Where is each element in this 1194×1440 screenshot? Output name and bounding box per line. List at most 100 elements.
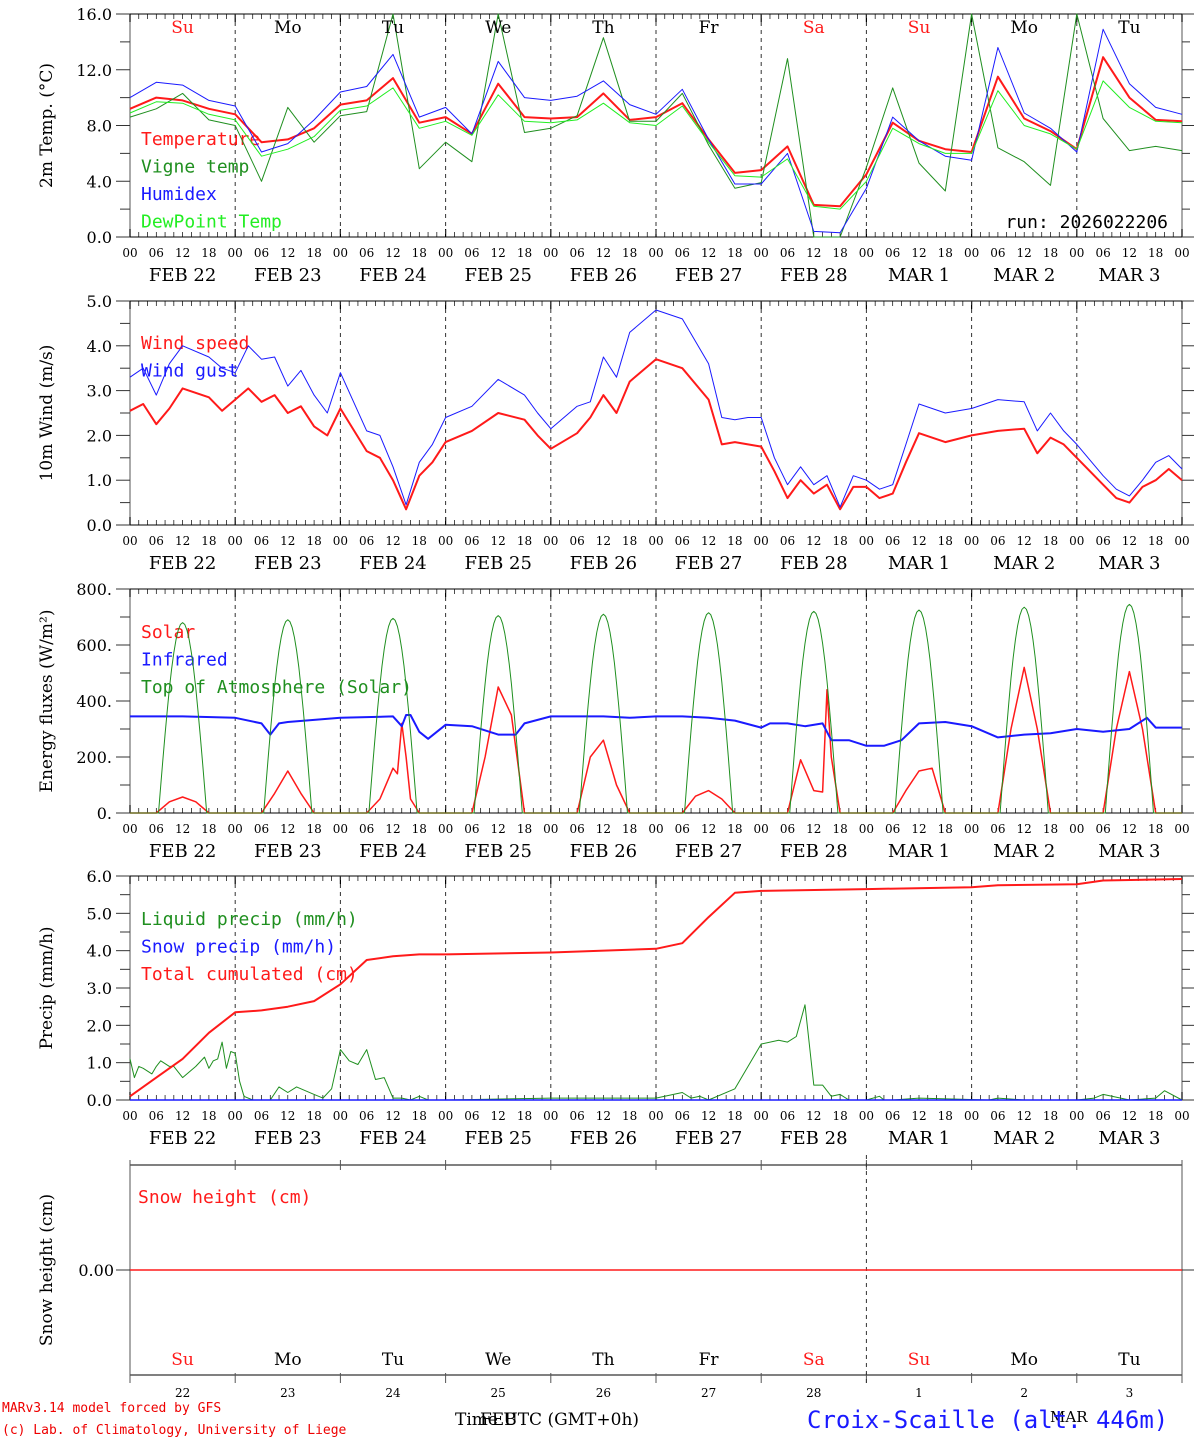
hour-tick-label: 12 xyxy=(280,534,295,548)
day-of-week-label: Sa xyxy=(803,1350,825,1370)
hour-tick-label: 18 xyxy=(727,1109,742,1123)
date-label: FEB 22 xyxy=(149,841,216,862)
legend-entry: Humidex xyxy=(141,184,217,205)
y-tick-label: 400. xyxy=(76,692,112,711)
panel-temp: 00 06 12 18 FEB 22 00 06 12 18 FEB 23 00 06 12 18 FEB … xyxy=(37,5,1194,286)
hour-tick-label: 00 xyxy=(859,246,874,260)
hour-tick-label: 12 xyxy=(806,1109,821,1123)
day-of-week-label: Mo xyxy=(1010,1350,1038,1370)
day-of-week-label: Su xyxy=(171,1350,194,1370)
hour-tick-label: 00 xyxy=(122,534,137,548)
day-number-label: 28 xyxy=(806,1386,821,1400)
series-line-total-cumulated-cm- xyxy=(129,878,1183,1098)
hour-tick-label: 18 xyxy=(306,1109,321,1123)
hour-tick-label: 18 xyxy=(832,534,847,548)
day-number-label: 23 xyxy=(280,1386,295,1400)
hour-tick-label: 06 xyxy=(149,1109,164,1123)
hour-tick-label: 18 xyxy=(1043,246,1058,260)
hour-tick-label: 06 xyxy=(885,534,900,548)
day-of-week-label: Tu xyxy=(382,1350,404,1370)
hour-tick-label: 06 xyxy=(780,1109,795,1123)
hour-tick-label: 12 xyxy=(806,822,821,836)
hour-tick-label: 00 xyxy=(438,534,453,548)
hour-tick-label: 18 xyxy=(517,1109,532,1123)
date-label: FEB 24 xyxy=(359,553,426,574)
legend-entry: Total cumulated (cm) xyxy=(141,964,358,985)
hour-tick-label: 12 xyxy=(701,1109,716,1123)
date-label: FEB 26 xyxy=(570,1128,637,1149)
y-tick-label: 3.0 xyxy=(87,382,112,401)
hour-tick-label: 18 xyxy=(412,246,427,260)
hour-tick-label: 12 xyxy=(491,534,506,548)
hour-tick-label: 00 xyxy=(1069,1109,1084,1123)
series-line-infrared xyxy=(130,714,1182,747)
hour-tick-label: 12 xyxy=(280,246,295,260)
legend-entry: Infrared xyxy=(141,650,228,671)
date-label: FEB 25 xyxy=(464,1128,531,1149)
hour-tick-label: 00 xyxy=(859,822,874,836)
date-label: FEB 24 xyxy=(359,1128,426,1149)
y-tick-label: 4.0 xyxy=(87,337,112,356)
hour-tick-label: 06 xyxy=(885,246,900,260)
hour-tick-label: 00 xyxy=(1069,534,1084,548)
hour-tick-label: 00 xyxy=(228,534,243,548)
y-tick-label: 0.0 xyxy=(87,1091,112,1110)
date-label: FEB 25 xyxy=(464,841,531,862)
day-of-week-label: Tu xyxy=(382,18,404,38)
hour-tick-label: 00 xyxy=(543,246,558,260)
hour-tick-label: 18 xyxy=(201,822,216,836)
hour-tick-label: 06 xyxy=(254,822,269,836)
date-label: MAR 1 xyxy=(888,553,950,574)
day-number-label: 25 xyxy=(491,1386,506,1400)
y-tick-label: 0.0 xyxy=(87,516,112,535)
series-line-vigne-temp xyxy=(129,13,1183,238)
date-label: FEB 23 xyxy=(254,553,321,574)
hour-tick-label: 00 xyxy=(754,534,769,548)
hour-tick-label: 18 xyxy=(727,534,742,548)
date-label: MAR 3 xyxy=(1098,265,1160,286)
hour-tick-label: 12 xyxy=(280,1109,295,1123)
hour-tick-label: 12 xyxy=(1122,534,1137,548)
hour-tick-label: 06 xyxy=(990,1109,1005,1123)
day-of-week-label: Mo xyxy=(1010,18,1038,38)
hour-tick-label: 06 xyxy=(885,1109,900,1123)
hour-tick-label: 12 xyxy=(1017,822,1032,836)
y-tick-label: 4.0 xyxy=(87,172,112,191)
hour-tick-label: 00 xyxy=(859,534,874,548)
hour-tick-label: 00 xyxy=(648,246,663,260)
y-tick-label: 0. xyxy=(97,804,112,823)
hour-tick-label: 06 xyxy=(780,534,795,548)
hour-tick-label: 18 xyxy=(517,534,532,548)
hour-tick-label: 00 xyxy=(648,1109,663,1123)
hour-tick-label: 12 xyxy=(1122,246,1137,260)
panel-energy: 00 06 12 18 FEB 22 00 06 12 18 FEB 23 00 06 12 18 FEB … xyxy=(37,580,1194,862)
hour-tick-label: 00 xyxy=(1174,822,1189,836)
legend-entry: Vigne temp xyxy=(141,157,249,178)
hour-tick-label: 06 xyxy=(780,822,795,836)
day-number-label: 27 xyxy=(701,1386,716,1400)
hour-tick-label: 18 xyxy=(201,534,216,548)
hour-tick-label: 18 xyxy=(517,822,532,836)
hour-tick-label: 12 xyxy=(175,1109,190,1123)
y-tick-label: 2.0 xyxy=(87,426,112,445)
hour-tick-label: 18 xyxy=(938,246,953,260)
y-tick-label: 0.00 xyxy=(78,1261,114,1280)
hour-tick-label: 18 xyxy=(1148,534,1163,548)
y-tick-label: 1.0 xyxy=(87,471,112,490)
date-label: FEB 28 xyxy=(780,553,847,574)
y-tick-label: 5.0 xyxy=(87,904,112,923)
day-of-week-label: We xyxy=(485,1350,511,1370)
hour-tick-label: 18 xyxy=(201,1109,216,1123)
hour-tick-label: 00 xyxy=(438,246,453,260)
series-line-wind-speed xyxy=(129,358,1183,511)
legend-entry: Liquid precip (mm/h) xyxy=(141,909,358,930)
hour-tick-label: 12 xyxy=(385,822,400,836)
y-tick-label: 0.0 xyxy=(87,228,112,247)
hour-tick-label: 00 xyxy=(333,1109,348,1123)
hour-tick-label: 06 xyxy=(990,822,1005,836)
legend-entry: Wind gust xyxy=(141,361,239,382)
day-number-label: 22 xyxy=(175,1386,190,1400)
panel-precip: 00 06 12 18 FEB 22 00 06 12 18 FEB 23 00 06 12 18 FEB … xyxy=(37,867,1194,1149)
date-label: MAR 1 xyxy=(888,1128,950,1149)
hour-tick-label: 00 xyxy=(122,246,137,260)
